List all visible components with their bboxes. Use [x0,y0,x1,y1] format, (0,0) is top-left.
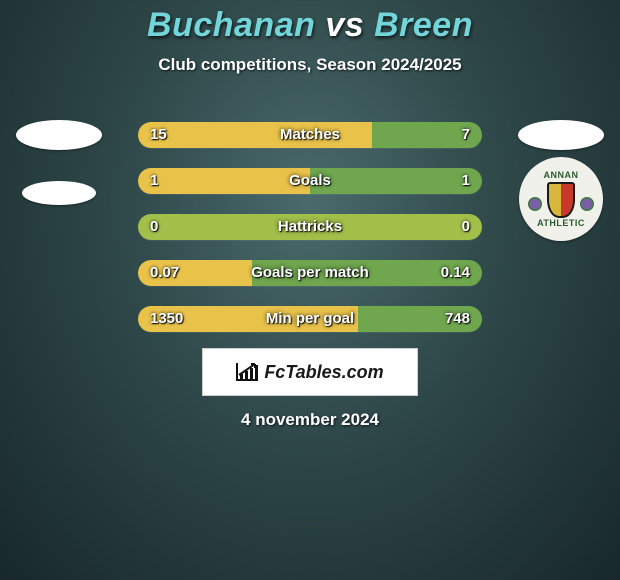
stat-right-value: 748 [445,306,470,332]
stat-row: 1 Goals 1 ANNAN ATHLETIC [0,158,620,204]
fctables-logo: FcTables.com [202,348,418,396]
silhouette-icon [16,120,102,150]
stat-right-value: 0.14 [441,260,470,286]
stat-label: Goals [138,168,482,194]
stat-label: Min per goal [138,306,482,332]
barchart-icon [236,363,258,381]
player-a-name: Buchanan [147,6,315,44]
stat-label: Goals per match [138,260,482,286]
silhouette-icon [518,120,604,150]
comparison-infographic: Buchanan vs Breen Club competitions, Sea… [0,0,620,580]
player-b-name: Breen [374,6,473,44]
logo-text: FcTables.com [264,362,383,383]
stat-right-value: 0 [462,214,470,240]
silhouette-icon [22,181,96,205]
stat-row: 1350 Min per goal 748 [0,296,620,342]
stat-bar: 15 Matches 7 [138,122,482,148]
stat-bar: 1350 Min per goal 748 [138,306,482,332]
stat-label: Matches [138,122,482,148]
page-title: Buchanan vs Breen [0,0,620,45]
badge-text-top: ANNAN [544,170,579,180]
stat-right-value: 1 [462,168,470,194]
stat-right-value: 7 [462,122,470,148]
vs-text: vs [325,6,364,44]
stat-label: Hattricks [138,214,482,240]
stat-bar: 0 Hattricks 0 [138,214,482,240]
stat-bar: 1 Goals 1 [138,168,482,194]
stat-row: 0.07 Goals per match 0.14 [0,250,620,296]
stats-panel: 15 Matches 7 1 Goals 1 [0,112,620,342]
stat-bar: 0.07 Goals per match 0.14 [138,260,482,286]
stat-row: 0 Hattricks 0 [0,204,620,250]
date-text: 4 november 2024 [0,410,620,430]
subtitle: Club competitions, Season 2024/2025 [0,55,620,75]
